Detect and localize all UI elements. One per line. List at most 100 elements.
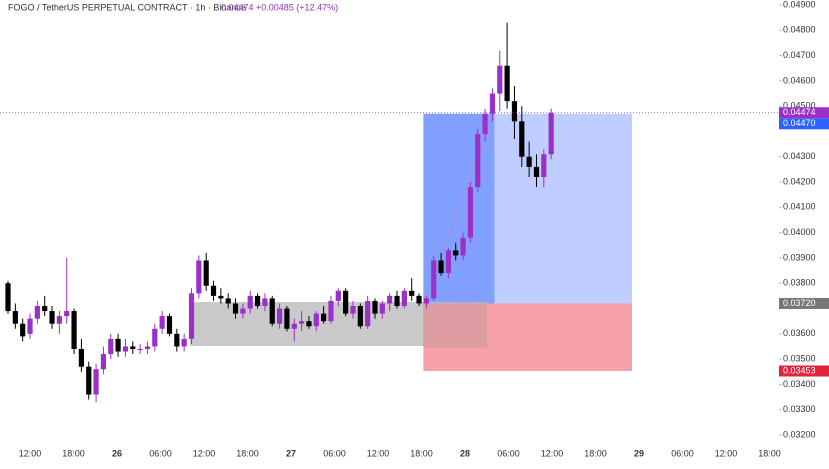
candle-body — [350, 306, 356, 314]
candle-body — [372, 300, 378, 314]
y-tick-label: 0.03400 — [783, 379, 816, 389]
x-tick-label: 06:00 — [497, 448, 520, 458]
candle-body — [541, 154, 547, 177]
y-tick-label: 0.03900 — [783, 252, 816, 262]
candle-body — [306, 321, 312, 327]
last-price: 0.04474 — [221, 2, 254, 12]
candle-body — [460, 237, 466, 256]
target-tag-bg — [779, 118, 829, 130]
candle-body — [218, 295, 224, 299]
x-tick-label: 18:00 — [584, 448, 607, 458]
y-tick-label: 0.03800 — [783, 278, 816, 288]
candle-body — [328, 300, 334, 322]
candle-body — [49, 311, 55, 324]
candle-body — [196, 260, 202, 294]
candle-body — [269, 298, 275, 324]
x-tick-label: 18:00 — [62, 448, 85, 458]
candle-body — [321, 313, 327, 322]
last-price-tag-bg — [779, 107, 829, 119]
entry-tag-bg — [779, 297, 829, 309]
candle-body — [365, 300, 371, 327]
x-tick-label: 06:00 — [323, 448, 346, 458]
candle-body — [247, 295, 253, 309]
candle-body — [519, 121, 525, 157]
candle-body — [467, 187, 474, 238]
x-tick-label: 06:00 — [149, 448, 172, 458]
y-tick-label: 0.03500 — [783, 353, 816, 363]
candle-body — [152, 328, 158, 347]
candle-body — [431, 260, 437, 299]
candle-body — [240, 308, 246, 314]
x-tick-label: 12:00 — [193, 448, 216, 458]
chart-title: FOGO / TetherUS PERPETUAL CONTRACT · 1h … — [8, 2, 246, 12]
x-tick-label: 12:00 — [715, 448, 738, 458]
candle-body — [144, 346, 151, 349]
candle-body — [475, 134, 481, 188]
x-tick-label: 26 — [112, 448, 122, 458]
candle-body — [497, 65, 503, 94]
candle-body — [379, 303, 385, 314]
x-tick-label: 18:00 — [758, 448, 781, 458]
candle-body — [71, 311, 77, 349]
loss-progress — [423, 303, 487, 348]
candle-body — [313, 313, 319, 327]
candle-body — [335, 290, 341, 301]
x-tick-label: 27 — [286, 448, 296, 458]
candle-body — [188, 293, 195, 339]
y-tick-label: 0.04800 — [783, 25, 816, 35]
stop-tag: 0.03453 — [783, 365, 816, 375]
candle-body — [108, 338, 114, 355]
y-tick-label: 0.04200 — [783, 176, 816, 186]
candle-body — [5, 283, 11, 312]
y-tick-label: 0.03600 — [783, 328, 816, 338]
candle-body — [409, 290, 415, 296]
candle-body — [438, 260, 444, 274]
candle-body — [100, 354, 107, 370]
candle-body — [210, 285, 217, 296]
entry-tag: 0.03720 — [783, 298, 816, 308]
y-tick-label: 0.04500 — [783, 101, 816, 111]
candle-body — [291, 323, 297, 329]
candle-body — [357, 306, 363, 327]
candle-body — [42, 306, 48, 312]
candle-body — [166, 316, 173, 334]
x-tick-label: 12:00 — [541, 448, 564, 458]
y-tick-label: 0.03200 — [783, 429, 816, 439]
candle-body — [445, 250, 451, 274]
candle-body — [416, 295, 422, 304]
candle-body — [203, 260, 209, 286]
x-tick-label: 12:00 — [367, 448, 390, 458]
candle-body — [225, 298, 231, 304]
candle-body — [34, 306, 40, 319]
candle-body — [489, 93, 496, 114]
y-tick-label: 0.04300 — [783, 151, 816, 161]
candle-body — [262, 298, 268, 306]
candle-body — [482, 113, 488, 134]
candle-body — [174, 333, 180, 347]
candle-body — [27, 318, 33, 334]
candle-body — [93, 369, 99, 395]
x-tick-label: 28 — [460, 448, 470, 458]
candle-body — [20, 323, 26, 337]
candle-body — [548, 112, 554, 155]
y-tick-label: 0.04100 — [783, 202, 816, 212]
x-tick-label: 18:00 — [410, 448, 433, 458]
candle-body — [232, 303, 239, 314]
candle-body — [137, 349, 143, 350]
candle-body — [394, 295, 400, 306]
y-tick-label: 0.04600 — [783, 75, 816, 85]
candle-body — [159, 316, 165, 329]
x-tick-label: 12:00 — [19, 448, 42, 458]
x-tick-label: 29 — [634, 448, 644, 458]
last-price-tag: 0.04474 — [783, 107, 816, 117]
x-tick-label: 18:00 — [236, 448, 259, 458]
candle-body — [343, 290, 349, 314]
candle-body — [86, 366, 92, 395]
y-tick-label: 0.04000 — [783, 227, 816, 237]
candle-body — [423, 298, 429, 304]
candle-body — [387, 295, 393, 304]
candle-body — [453, 250, 459, 256]
candle-body — [284, 308, 290, 329]
